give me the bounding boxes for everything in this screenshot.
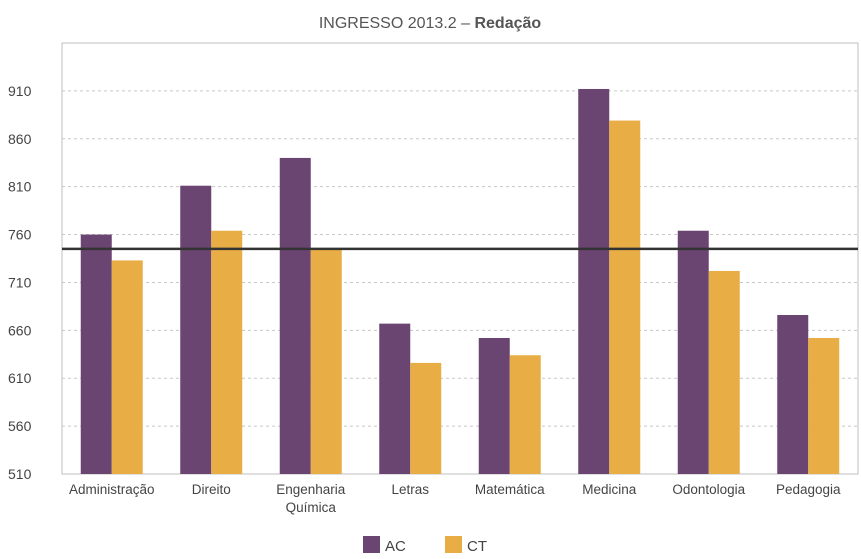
- bars: [80, 88, 840, 475]
- legend-swatch-ac: [363, 536, 380, 553]
- y-tick-label: 860: [8, 131, 32, 147]
- x-tick-label: Direito: [192, 482, 231, 497]
- legend: AC CT: [363, 536, 487, 555]
- y-tick-label: 510: [8, 466, 32, 482]
- y-tick-label: 760: [8, 227, 32, 243]
- bar-ct: [310, 248, 342, 474]
- x-tick-label-line: Engenharia: [276, 482, 346, 497]
- bar-ac: [777, 315, 809, 474]
- y-tick-label: 710: [8, 274, 32, 290]
- bar-ct: [808, 337, 840, 474]
- legend-label-ac: AC: [385, 538, 406, 554]
- bar-ct: [509, 355, 541, 474]
- bar-ac: [677, 230, 709, 474]
- x-tick-label: Administração: [69, 482, 155, 497]
- x-tick-label-line: Odontologia: [672, 482, 745, 497]
- x-tick-label: Engenharia Química: [276, 482, 346, 515]
- x-tick-label-line: Administração: [69, 482, 155, 497]
- chart-title-main: INGRESSO 2013.2 –: [319, 15, 475, 32]
- x-tick-label-line: Letras: [391, 482, 429, 497]
- bar-ct: [211, 230, 243, 474]
- y-tick-label: 560: [8, 418, 32, 434]
- x-axis-labels: Administração Direito Engenharia Química Let…: [69, 482, 841, 515]
- bar-ac: [578, 88, 610, 475]
- bar-ct: [410, 362, 442, 474]
- y-tick-label: 660: [8, 322, 32, 338]
- chart-title-emphasis: Redação: [474, 15, 541, 32]
- bar-ac: [379, 323, 411, 474]
- bar-ac: [279, 157, 311, 474]
- x-tick-label: Letras: [391, 482, 429, 497]
- x-tick-label: Matemática: [475, 482, 545, 497]
- x-tick-label: Pedagogia: [776, 482, 841, 497]
- bar-ct: [609, 120, 641, 474]
- x-tick-label-line: Direito: [192, 482, 231, 497]
- y-axis-ticks: 510 560 610 660 710 760 810 860 910: [8, 83, 32, 482]
- x-tick-label-line: Matemática: [475, 482, 545, 497]
- bar-ac: [478, 337, 510, 474]
- y-tick-label: 810: [8, 179, 32, 195]
- x-tick-label: Medicina: [582, 482, 637, 497]
- x-tick-label: Odontologia: [672, 482, 745, 497]
- chart-title: INGRESSO 2013.2 – Redação: [319, 15, 542, 32]
- legend-swatch-ct: [445, 536, 462, 553]
- legend-label-ct: CT: [467, 538, 487, 554]
- bar-ac: [180, 185, 212, 474]
- plot-area-border: [61, 42, 859, 475]
- x-tick-label-line: Química: [286, 500, 337, 515]
- bar-ac: [80, 234, 112, 474]
- bar-ct: [708, 270, 740, 474]
- x-tick-label-line: Pedagogia: [776, 482, 841, 497]
- bar-ct: [111, 260, 143, 474]
- x-tick-label-line: Medicina: [582, 482, 637, 497]
- y-tick-label: 610: [8, 370, 32, 386]
- y-tick-label: 910: [8, 83, 32, 99]
